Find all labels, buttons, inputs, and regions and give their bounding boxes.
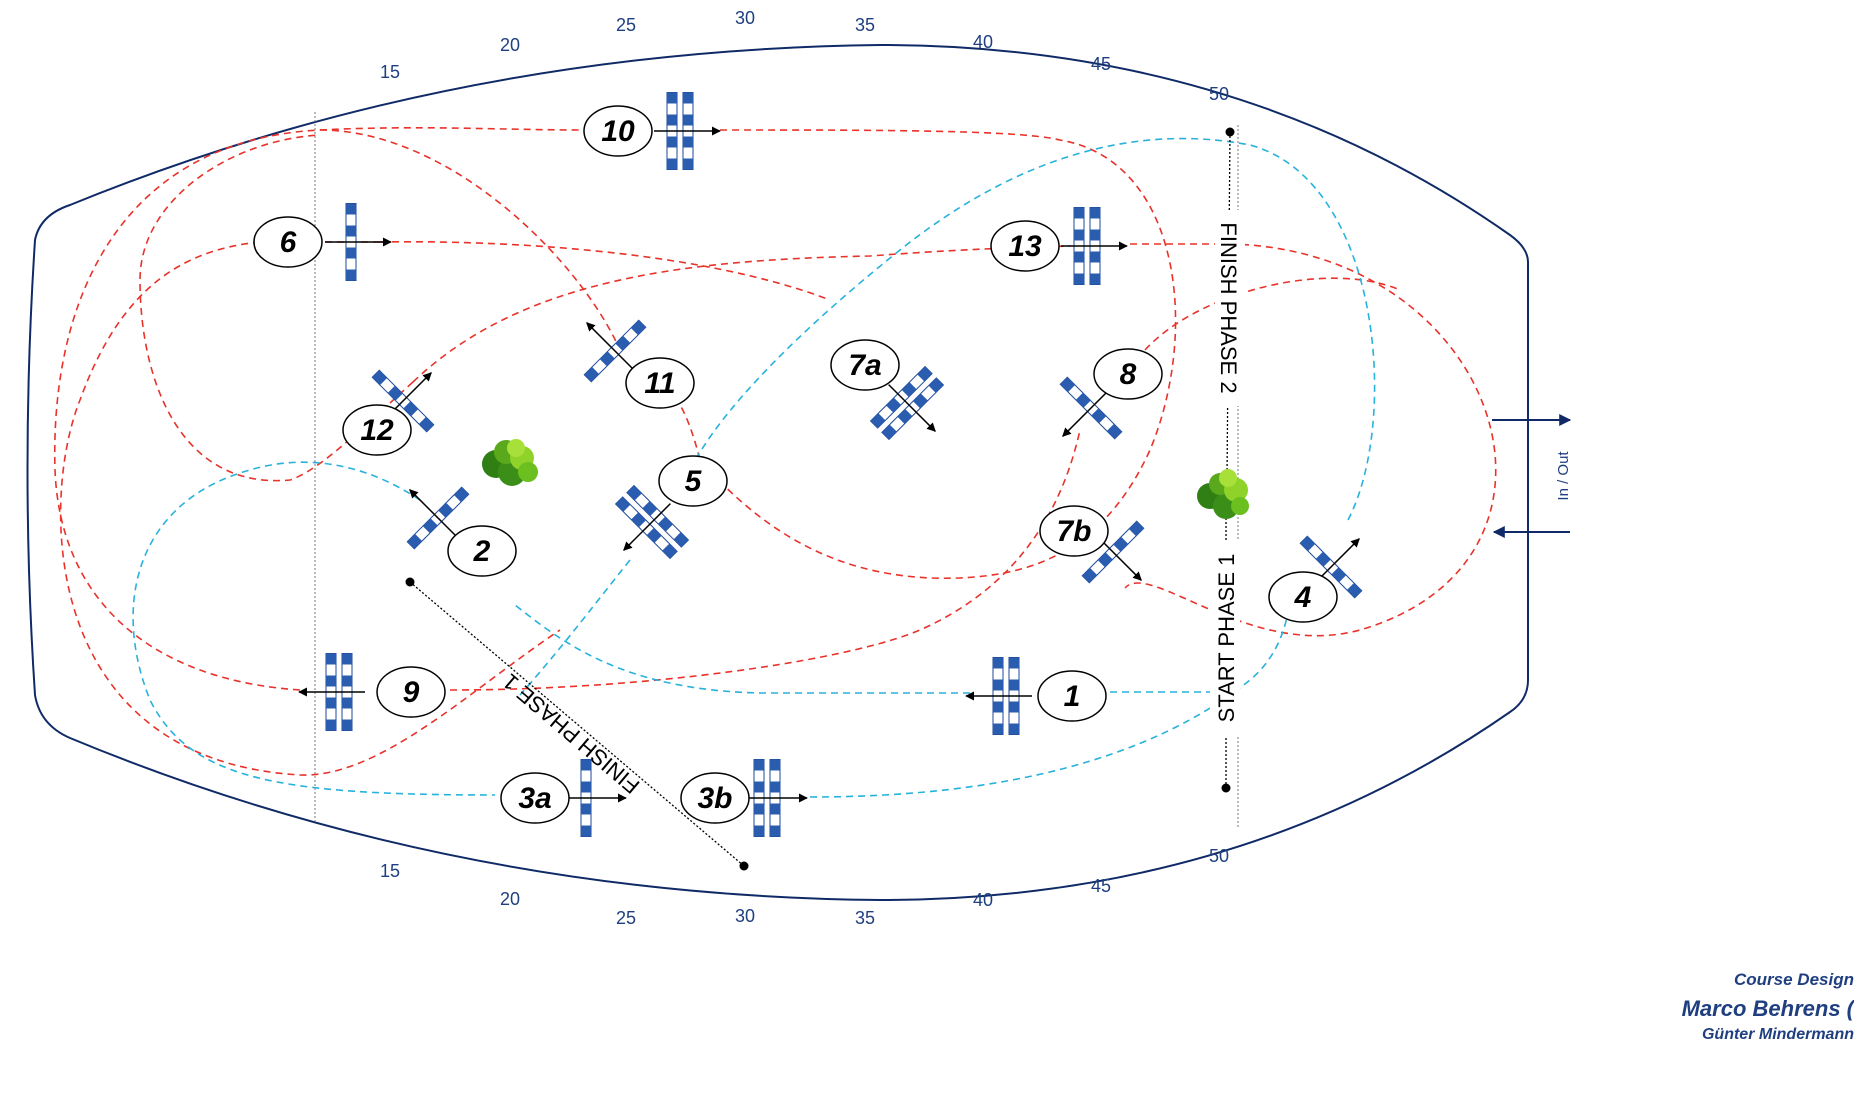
fence-f11-label: 11 bbox=[644, 367, 675, 400]
scale-bottom-45: 45 bbox=[1091, 876, 1111, 896]
finish-phase-2-label: FINISH PHASE 2 bbox=[1216, 222, 1241, 393]
fence-f5-number: 5 bbox=[658, 455, 728, 507]
start-phase-1-label: START PHASE 1 bbox=[1214, 554, 1239, 723]
fence-f9-label: 9 bbox=[403, 676, 420, 709]
start-phase-1-line: START PHASE 1 bbox=[1210, 489, 1240, 793]
fence-f10-number: 10 bbox=[583, 105, 653, 157]
scale-bottom-50: 50 bbox=[1209, 846, 1229, 866]
fence-f7a-label: 7a bbox=[848, 349, 881, 382]
fence-f3b-label: 3b bbox=[697, 782, 732, 815]
fence-f1-number: 1 bbox=[1037, 670, 1107, 722]
scale-top-20: 20 bbox=[500, 35, 520, 55]
scale-bottom-25: 25 bbox=[616, 908, 636, 928]
scale-bottom-15: 15 bbox=[380, 861, 400, 881]
fence-f13-number: 13 bbox=[990, 220, 1060, 272]
scale-top-40: 40 bbox=[973, 32, 993, 52]
fence-f4-label: 4 bbox=[1294, 581, 1312, 614]
credit-title: Course Design bbox=[1734, 970, 1854, 989]
gate-label: In / Out bbox=[1555, 451, 1572, 501]
scale-top-15: 15 bbox=[380, 62, 400, 82]
fence-f8-number: 8 bbox=[1093, 348, 1163, 400]
scale-top: 15 20 25 30 35 40 45 50 bbox=[380, 8, 1229, 104]
fence-f2-direction-arrow bbox=[409, 489, 457, 537]
scale-top-35: 35 bbox=[855, 15, 875, 35]
credit-name-2: Günter Mindermann bbox=[1701, 1026, 1854, 1043]
scale-bottom-35: 35 bbox=[855, 908, 875, 928]
gate: In / Out bbox=[1492, 414, 1572, 538]
fence-f11-direction-arrow bbox=[586, 322, 634, 370]
fence-f1-label: 1 bbox=[1064, 680, 1081, 713]
scale-bottom-20: 20 bbox=[500, 889, 520, 909]
scale-top-30: 30 bbox=[735, 8, 755, 28]
fence-f3a-number: 3a bbox=[500, 772, 570, 824]
fence-f13-label: 13 bbox=[1008, 230, 1042, 263]
fence-f11-number: 11 bbox=[625, 357, 695, 409]
scale-bottom: 15 20 25 30 35 40 45 50 bbox=[380, 846, 1229, 928]
fence-f12-label: 12 bbox=[360, 414, 394, 447]
scale-top-50: 50 bbox=[1209, 84, 1229, 104]
credit-name-1: Marco Behrens ( bbox=[1681, 996, 1854, 1021]
scale-bottom-30: 30 bbox=[735, 906, 755, 926]
scale-top-45: 45 bbox=[1091, 54, 1111, 74]
fence-f9-number: 9 bbox=[376, 666, 446, 718]
fence-f7a-number: 7a bbox=[830, 339, 900, 391]
fence-f3b-number: 3b bbox=[680, 772, 750, 824]
fence-f4-number: 4 bbox=[1268, 571, 1338, 623]
fences: 10 6 13 11 7a 8 12 5 2 7b 4 9 1 3a 3b bbox=[253, 92, 1363, 837]
fence-f2-number: 2 bbox=[447, 525, 517, 577]
fence-f7a-direction-arrow bbox=[888, 384, 936, 432]
fence-f2-label: 2 bbox=[473, 535, 491, 568]
tree-icon-2 bbox=[1197, 469, 1249, 519]
fence-f12-number: 12 bbox=[342, 404, 412, 456]
fence-f7b-label: 7b bbox=[1056, 515, 1091, 548]
finish-phase-2-line: FINISH PHASE 2 bbox=[1215, 127, 1245, 483]
tree-icon bbox=[482, 439, 538, 486]
arena-outline bbox=[26, 43, 1529, 902]
fence-f8-label: 8 bbox=[1120, 358, 1137, 391]
route-blue bbox=[132, 137, 1376, 798]
fence-f5-label: 5 bbox=[685, 465, 703, 498]
fence-f6-number: 6 bbox=[253, 216, 323, 268]
finish-phase-1-line: FINISH PHASE 1 bbox=[405, 577, 749, 871]
fence-f3a-label: 3a bbox=[518, 782, 551, 815]
fence-f10-label: 10 bbox=[601, 115, 635, 148]
route-red bbox=[53, 126, 1497, 776]
scale-bottom-40: 40 bbox=[973, 890, 993, 910]
fence-f7b-number: 7b bbox=[1039, 505, 1109, 557]
scale-top-25: 25 bbox=[616, 15, 636, 35]
fence-f5-direction-arrow bbox=[623, 503, 671, 551]
fence-f6-label: 6 bbox=[280, 226, 297, 259]
fence-f8-direction-arrow bbox=[1062, 389, 1110, 437]
